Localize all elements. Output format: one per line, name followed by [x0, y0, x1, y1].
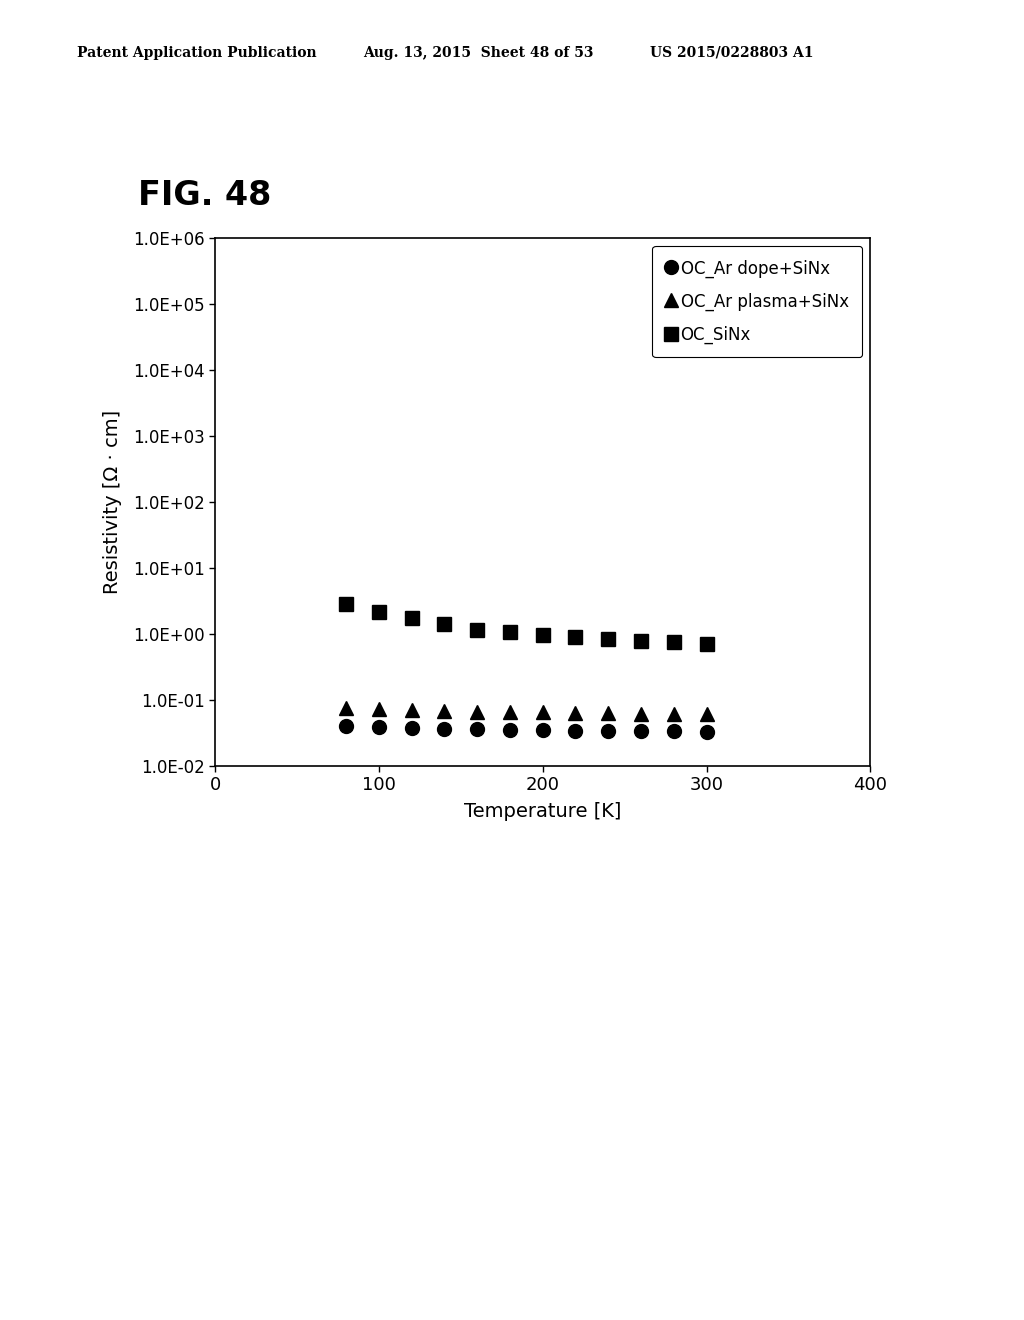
- Text: US 2015/0228803 A1: US 2015/0228803 A1: [650, 46, 814, 59]
- OC_Ar plasma+SiNx: [635, 706, 647, 722]
- Text: Aug. 13, 2015  Sheet 48 of 53: Aug. 13, 2015 Sheet 48 of 53: [364, 46, 594, 59]
- OC_Ar plasma+SiNx: [537, 705, 549, 721]
- Text: FIG. 48: FIG. 48: [138, 178, 271, 211]
- OC_Ar dope+SiNx: [340, 718, 352, 734]
- X-axis label: Temperature [K]: Temperature [K]: [464, 803, 622, 821]
- OC_Ar dope+SiNx: [471, 721, 483, 737]
- OC_Ar dope+SiNx: [373, 719, 385, 735]
- OC_Ar dope+SiNx: [700, 725, 713, 741]
- OC_Ar plasma+SiNx: [504, 704, 516, 719]
- OC_SiNx: [504, 624, 516, 640]
- OC_Ar dope+SiNx: [537, 722, 549, 738]
- OC_Ar plasma+SiNx: [569, 705, 582, 721]
- Line: OC_Ar plasma+SiNx: OC_Ar plasma+SiNx: [339, 701, 714, 721]
- OC_Ar dope+SiNx: [602, 722, 614, 738]
- OC_SiNx: [700, 636, 713, 652]
- OC_SiNx: [438, 616, 451, 632]
- OC_Ar plasma+SiNx: [340, 700, 352, 715]
- OC_SiNx: [471, 622, 483, 638]
- OC_SiNx: [537, 627, 549, 643]
- OC_Ar dope+SiNx: [635, 723, 647, 739]
- OC_Ar plasma+SiNx: [700, 706, 713, 722]
- OC_SiNx: [340, 597, 352, 612]
- OC_Ar plasma+SiNx: [373, 701, 385, 717]
- OC_Ar dope+SiNx: [668, 723, 680, 739]
- Legend: OC_Ar dope+SiNx, OC_Ar plasma+SiNx, OC_SiNx: OC_Ar dope+SiNx, OC_Ar plasma+SiNx, OC_S…: [652, 246, 862, 358]
- Y-axis label: Resistivity [Ω · cm]: Resistivity [Ω · cm]: [102, 409, 122, 594]
- OC_Ar plasma+SiNx: [602, 705, 614, 721]
- OC_Ar dope+SiNx: [438, 721, 451, 737]
- OC_SiNx: [635, 632, 647, 648]
- Text: Patent Application Publication: Patent Application Publication: [77, 46, 316, 59]
- OC_Ar plasma+SiNx: [471, 704, 483, 719]
- OC_Ar plasma+SiNx: [406, 702, 418, 718]
- OC_Ar plasma+SiNx: [438, 702, 451, 718]
- OC_Ar plasma+SiNx: [668, 706, 680, 722]
- OC_Ar dope+SiNx: [406, 721, 418, 737]
- OC_SiNx: [668, 635, 680, 651]
- OC_SiNx: [569, 630, 582, 645]
- OC_Ar dope+SiNx: [504, 722, 516, 738]
- OC_SiNx: [406, 610, 418, 626]
- Line: OC_Ar dope+SiNx: OC_Ar dope+SiNx: [339, 719, 714, 739]
- Line: OC_SiNx: OC_SiNx: [339, 597, 714, 651]
- OC_Ar dope+SiNx: [569, 722, 582, 738]
- OC_SiNx: [602, 631, 614, 647]
- OC_SiNx: [373, 605, 385, 620]
